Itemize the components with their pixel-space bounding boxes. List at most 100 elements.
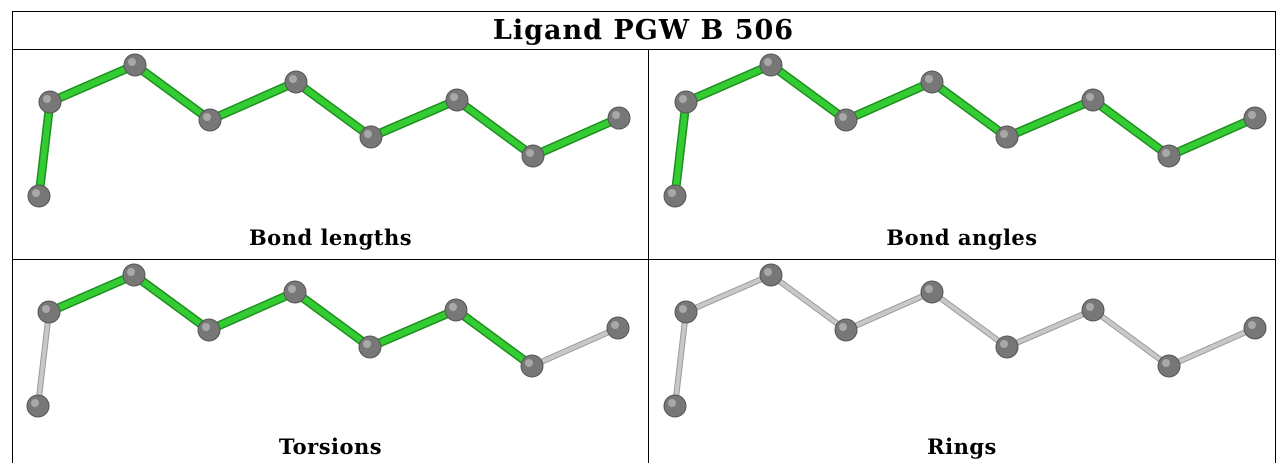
atom <box>759 53 783 77</box>
bond-highlighted <box>454 97 536 159</box>
atom-highlight <box>450 93 458 101</box>
bond-highlighted <box>292 289 373 350</box>
bond-highlighted <box>368 97 460 140</box>
atom-highlight <box>363 340 371 348</box>
atom <box>1081 298 1105 322</box>
panel-label: Bond angles <box>886 225 1038 250</box>
atom-highlight <box>288 285 296 293</box>
atom-highlight <box>525 359 533 367</box>
atom <box>995 335 1019 359</box>
atom <box>1243 316 1267 340</box>
molecule-bond-lengths <box>27 53 631 208</box>
atom <box>444 298 468 322</box>
panel-rings: Rings <box>649 260 1275 463</box>
atom <box>445 88 469 112</box>
atom-highlight <box>364 130 372 138</box>
atom-highlight <box>202 323 210 331</box>
atom <box>38 90 62 114</box>
atom <box>283 280 307 304</box>
bond <box>673 310 688 408</box>
bond <box>1005 308 1095 349</box>
atom-highlight <box>127 268 135 276</box>
bond-highlighted <box>367 307 459 350</box>
atom <box>521 144 545 168</box>
bond-highlighted <box>1004 97 1096 140</box>
atom <box>759 263 783 287</box>
atom-highlight <box>668 399 676 407</box>
bond <box>36 310 51 408</box>
atom <box>26 394 50 418</box>
bond-highlighted <box>293 79 374 140</box>
atom-highlight <box>679 305 687 313</box>
atom-highlight <box>925 285 933 293</box>
atom-highlight <box>839 113 847 121</box>
atom-highlight <box>1086 93 1094 101</box>
atom-highlight <box>449 303 457 311</box>
atom-highlight <box>1000 130 1008 138</box>
atom <box>1157 354 1181 378</box>
atom <box>359 125 383 149</box>
atom <box>607 106 631 130</box>
bond <box>684 273 773 314</box>
bond-highlighted <box>131 272 212 333</box>
column-divider <box>648 49 649 463</box>
bond-highlighted <box>46 272 137 315</box>
bond-highlighted <box>453 307 535 369</box>
panel-torsions: Torsions <box>13 260 648 463</box>
atom <box>674 90 698 114</box>
atom-highlight <box>839 323 847 331</box>
bond <box>1167 326 1257 368</box>
bond-highlighted <box>768 62 849 123</box>
atom-highlight <box>128 58 136 66</box>
atom-highlight <box>1000 340 1008 348</box>
atom-highlight <box>31 399 39 407</box>
atom <box>520 354 544 378</box>
ligand-title: Ligand PGW B 506 <box>492 14 795 46</box>
bond <box>769 273 848 332</box>
atom-highlight <box>1162 149 1170 157</box>
atom-highlight <box>1248 111 1256 119</box>
atom-highlight <box>925 75 933 83</box>
panel-label: Torsions <box>278 434 383 459</box>
atom-highlight <box>764 268 772 276</box>
atom <box>122 263 146 287</box>
molecule-bond-angles <box>663 53 1267 208</box>
bond <box>844 290 934 332</box>
bond-highlighted <box>929 79 1010 140</box>
bond-highlighted <box>1166 115 1258 159</box>
atom-highlight <box>1086 303 1094 311</box>
bond-highlighted <box>132 62 213 123</box>
atom <box>995 125 1019 149</box>
bond-highlighted <box>683 62 774 105</box>
atom <box>27 184 51 208</box>
bond-highlighted <box>672 99 689 199</box>
atom-highlight <box>1162 359 1170 367</box>
panel-label: Rings <box>927 434 997 459</box>
atom-highlight <box>764 58 772 66</box>
atom-highlight <box>526 149 534 157</box>
atom-highlight <box>612 111 620 119</box>
molecule-torsions <box>26 263 630 418</box>
atom <box>284 70 308 94</box>
atom <box>834 318 858 342</box>
row-divider <box>12 259 1276 260</box>
atom-highlight <box>611 321 619 329</box>
atom <box>358 335 382 359</box>
atom <box>834 108 858 132</box>
title-bottom-border <box>12 49 1276 50</box>
atom <box>663 184 687 208</box>
bond <box>530 326 620 368</box>
panel-bond-lengths: Bond lengths <box>13 50 648 259</box>
atom <box>920 280 944 304</box>
atom-highlight <box>679 95 687 103</box>
atom-highlight <box>289 75 297 83</box>
atom-highlight <box>668 189 676 197</box>
bond-highlighted <box>207 79 299 123</box>
atom <box>920 70 944 94</box>
atom-highlight <box>32 189 40 197</box>
bond-highlighted <box>47 62 138 105</box>
bond-highlighted <box>36 99 53 199</box>
atom <box>606 316 630 340</box>
atom <box>1157 144 1181 168</box>
